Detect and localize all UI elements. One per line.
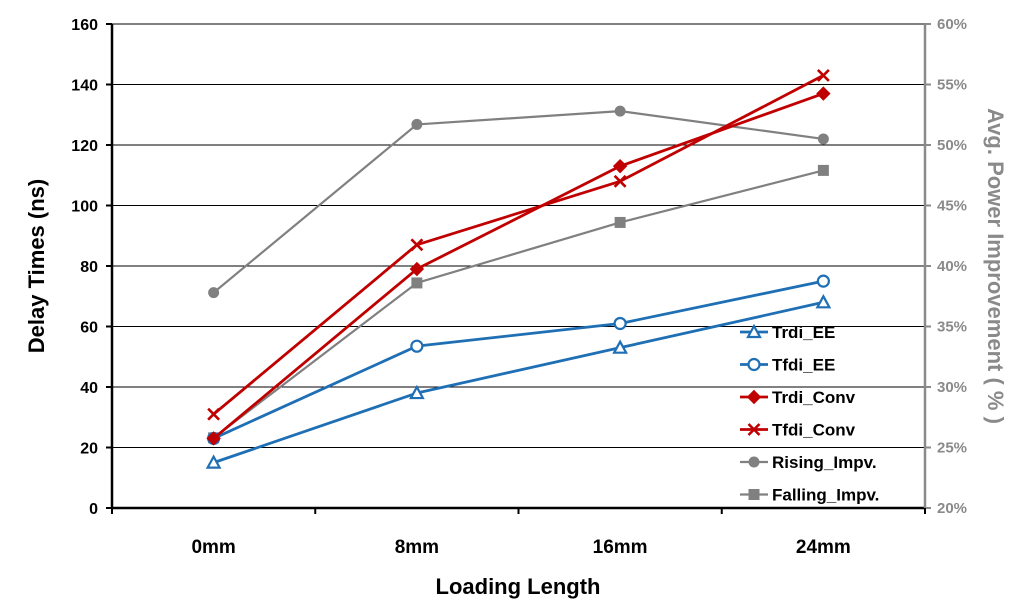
legend: Trdi_EE Tfdi_EE Trdi_Conv Tfdi_Conv Rising_I… [740, 323, 879, 505]
data-point [614, 216, 626, 228]
legend-label: Tfdi_EE [772, 356, 835, 375]
series-line [212, 169, 824, 439]
series-line [212, 110, 824, 294]
y-tick-label: 120 [71, 138, 98, 155]
y-right-tick-label: 35% [937, 319, 967, 336]
series-rising-impv [208, 105, 829, 299]
legend-item: Trdi_EE [740, 323, 835, 342]
data-point [816, 274, 830, 288]
legend-item: Tfdi_EE [740, 356, 835, 375]
y-axis-right-title: Avg. Power Improvement ( % ) [983, 108, 1008, 424]
data-point [816, 69, 830, 82]
series-falling-impv [208, 164, 829, 444]
series-line [212, 74, 825, 416]
legend-label: Falling_Impv. [772, 486, 879, 505]
y-right-tick-label: 50% [937, 137, 967, 154]
data-point [208, 287, 220, 299]
data-point [817, 164, 829, 176]
x-tick-label: 24mm [796, 537, 851, 558]
y-tick-label: 60 [80, 320, 98, 337]
data-point [411, 277, 423, 289]
series-tfdi-conv [207, 69, 830, 421]
y-right-tick-label: 45% [937, 198, 967, 215]
data-point [205, 454, 222, 469]
legend-marker [746, 389, 762, 405]
x-tick-label: 8mm [395, 537, 439, 558]
legend-marker [746, 323, 762, 339]
legend-marker [748, 456, 760, 468]
y-right-tick-label: 55% [937, 77, 967, 94]
data-point [613, 174, 627, 188]
y-tick-label: 0 [89, 501, 98, 518]
data-point [410, 339, 424, 353]
legend-marker [748, 489, 760, 500]
data-point [207, 407, 221, 421]
data-point [612, 339, 628, 354]
y-tick-label: 20 [80, 441, 98, 458]
legend-item: Rising_Impv. [740, 453, 877, 472]
series-line [213, 279, 824, 440]
data-point [612, 158, 628, 174]
y-right-tick-label: 30% [937, 379, 967, 396]
y-right-tick-label: 60% [937, 16, 967, 33]
y-tick-label: 100 [71, 199, 98, 216]
y-right-tick-label: 25% [937, 440, 967, 457]
data-point [410, 238, 424, 252]
x-tick-label: 0mm [191, 537, 235, 558]
data-point [817, 133, 829, 145]
legend-label: Rising_Impv. [772, 453, 877, 472]
series-tfdi-ee [207, 274, 830, 446]
data-point [206, 431, 221, 446]
legend-item: Falling_Impv. [740, 486, 879, 505]
y-right-tick-label: 40% [937, 258, 967, 275]
y-tick-label: 80 [80, 259, 98, 276]
legend-label: Tfdi_Conv [772, 421, 856, 440]
legend-label: Trdi_Conv [772, 388, 856, 407]
x-tick-label: 16mm [593, 537, 648, 558]
series [205, 69, 832, 469]
y-axis-title: Delay Times (ns) [24, 179, 49, 353]
data-point [409, 384, 425, 400]
data-point [815, 294, 832, 309]
legend-item: Tfdi_Conv [740, 421, 856, 440]
y-tick-label: 140 [71, 78, 98, 95]
y-tick-label: 160 [71, 17, 98, 34]
legend-marker [747, 423, 761, 436]
data-point [614, 105, 626, 117]
legend-label: Trdi_EE [772, 323, 835, 342]
data-point [816, 86, 831, 101]
series-line [213, 300, 824, 464]
y-tick-label: 40 [80, 380, 98, 397]
data-point [613, 316, 627, 331]
legend-item: Trdi_Conv [740, 388, 856, 407]
data-point [411, 118, 423, 130]
y-right-tick-label: 20% [937, 500, 967, 517]
axes [106, 23, 931, 514]
tick-labels: 0 20 40 60 80 100 120 140 160 20% 25% 30% 35% 40% 45% 5… [71, 16, 967, 558]
x-axis-title: Loading Length [436, 574, 601, 599]
series-trdi-ee [205, 294, 832, 469]
data-point [409, 261, 425, 277]
legend-marker [747, 357, 761, 372]
